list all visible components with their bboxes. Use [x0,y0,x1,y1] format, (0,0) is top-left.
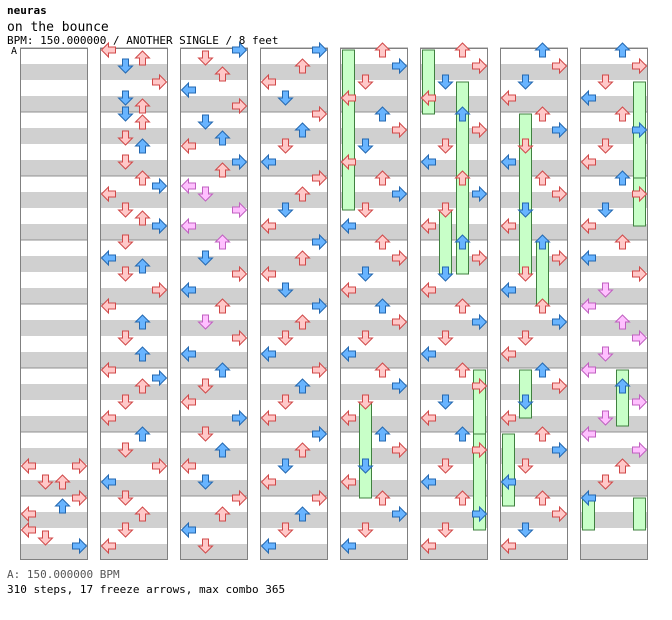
bpm-summary: A: 150.000000 BPM [7,568,120,581]
song-title: on the bounce [7,20,109,35]
chart-info: BPM: 150.000000 / ANOTHER SINGLE / 8 fee… [7,34,279,47]
artist-name: neuras [7,4,47,17]
lane-column-3 [180,47,248,560]
freeze-arrow [633,497,646,531]
freeze-arrow [633,177,646,227]
lane-column-1 [20,47,88,560]
freeze-arrow [502,433,515,507]
freeze-arrow [342,49,355,211]
freeze-arrow [473,433,486,531]
freeze-arrow [519,369,532,419]
step-stats: 310 steps, 17 freeze arrows, max combo 3… [7,583,286,596]
lane-column-4 [260,47,328,560]
freeze-arrow [439,209,452,275]
bpm-marker: A [10,46,19,57]
freeze-arrow [359,401,372,499]
lane-column-7 [500,47,568,560]
freeze-arrow [519,113,532,275]
freeze-arrow [536,241,549,307]
